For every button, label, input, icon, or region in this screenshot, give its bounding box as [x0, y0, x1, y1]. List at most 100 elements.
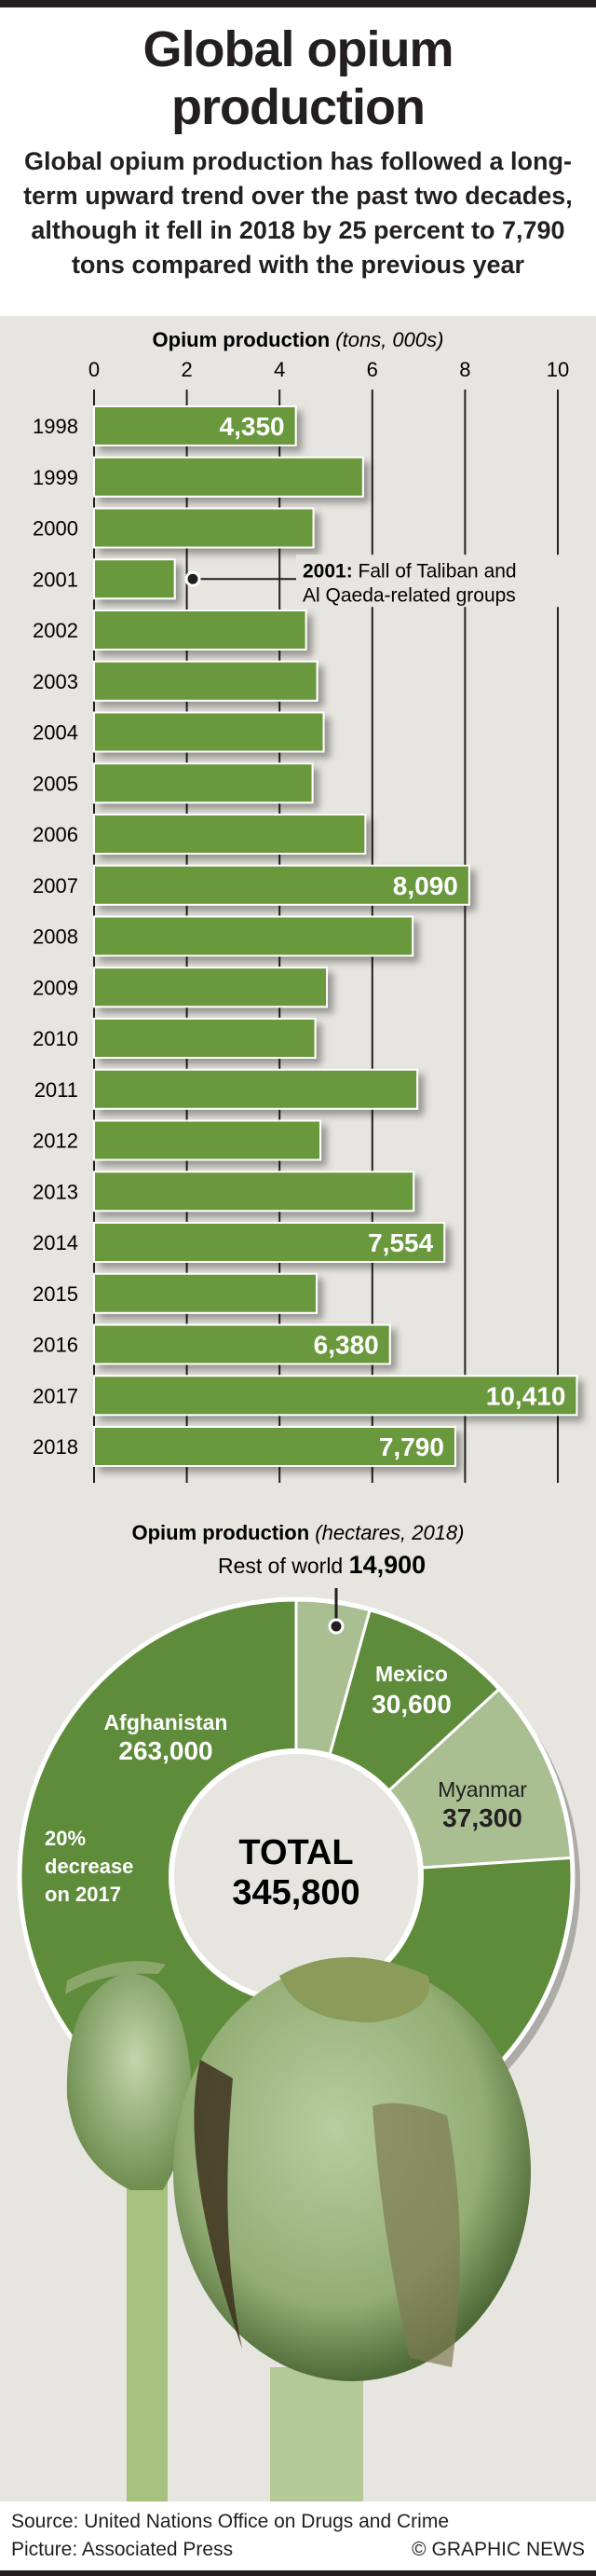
annotation-text: 2001: Fall of Taliban and: [303, 560, 517, 582]
y-tick-label: 2004: [33, 721, 78, 745]
donut-center-label: TOTAL: [238, 1833, 353, 1872]
x-tick-label: 0: [88, 358, 100, 381]
x-tick-label: 4: [274, 358, 285, 381]
bar-2000: [93, 507, 315, 549]
note-line: on 2017: [45, 1883, 121, 1906]
big-pod-stem: [270, 2367, 363, 2501]
poppy-pod-photo: [65, 1957, 531, 2501]
donut-title: Opium production (hectares, 2018): [132, 1521, 465, 1544]
bar-2004: [93, 711, 325, 753]
y-tick-label: 2003: [33, 670, 78, 693]
big-pod-crown: [279, 1957, 430, 2022]
bar-2013: [93, 1171, 415, 1213]
bar-2011: [93, 1068, 419, 1110]
y-tick-label: 2015: [33, 1282, 78, 1306]
bar-2018: [93, 1426, 456, 1467]
annotation-dot: [184, 570, 201, 587]
y-tick-label: 2017: [33, 1384, 78, 1407]
bar-2014: [93, 1222, 446, 1263]
y-tick-label: 2018: [33, 1435, 78, 1459]
annotation-line-1: Fall of Taliban and: [359, 560, 517, 582]
bar-2015: [93, 1272, 318, 1314]
opium-resin: [194, 2060, 242, 2349]
y-tick-label: 2000: [33, 517, 78, 541]
bar-1999: [93, 456, 364, 498]
y-tick-label: 2014: [33, 1231, 78, 1254]
picture-credit: Picture: Associated Press: [11, 2539, 234, 2560]
y-tick-label: 2013: [33, 1180, 78, 1203]
x-tick-label: 2: [181, 358, 192, 381]
bar-2006: [93, 814, 367, 855]
graphics-layer: Opium production (tons, 000s) 0 2 4 6 8 10 19…: [17, 328, 580, 2501]
slice-value-myanmar: 37,300: [442, 1803, 522, 1832]
y-tick-label: 2009: [33, 976, 78, 999]
x-tick-label: 10: [547, 358, 569, 381]
subtitle: Global opium production has followed a l…: [23, 147, 573, 279]
slice-value-afghanistan: 263,000: [118, 1736, 212, 1765]
slice-value-mexico: 30,600: [372, 1690, 452, 1719]
small-pod-stem: [127, 2172, 168, 2501]
x-tick-label: 8: [459, 358, 470, 381]
source-text: Source: United Nations Office on Drugs a…: [11, 2511, 449, 2532]
data-label-1998: 4,350: [220, 412, 285, 441]
incision-marks: [372, 2103, 460, 2367]
title-line-2: production: [171, 79, 426, 135]
bar-2007: [93, 864, 470, 906]
y-tick-label: 2016: [33, 1334, 78, 1357]
annotation-bg: [296, 555, 576, 608]
slice-label-afghanistan: Afghanistan: [104, 1710, 228, 1734]
bar-2001: [93, 558, 176, 600]
y-tick-label: 2007: [33, 874, 78, 897]
data-label-2017: 10,410: [486, 1381, 566, 1410]
data-label-2018: 7,790: [379, 1432, 444, 1461]
y-tick-label: 2006: [33, 823, 78, 846]
top-rule: [0, 0, 596, 7]
small-pod-crown: [65, 1961, 166, 1994]
note-line: 20%: [45, 1827, 86, 1850]
leader-dot: [328, 1618, 345, 1635]
slice-label-mexico: Mexico: [375, 1662, 448, 1686]
y-tick-label: 2012: [33, 1130, 78, 1153]
bottom-rule: [0, 2570, 596, 2576]
x-tick-label: 6: [367, 358, 378, 381]
page-title: Global opium production: [0, 21, 596, 136]
y-tick-label: 1999: [33, 466, 78, 489]
header: [0, 7, 596, 316]
y-tick-label: 2011: [34, 1078, 78, 1102]
x-axis-ticks: 0 2 4 6 8 10: [88, 358, 569, 381]
bars: 1998 4,350 1999 2000 2001 2002 2003 2004 2005 200…: [33, 405, 578, 1467]
bar-chart: Opium production (tons, 000s) 0 2 4 6 8 10 19…: [33, 328, 578, 1483]
bar-2012: [93, 1119, 322, 1161]
y-tick-label: 2002: [33, 619, 78, 642]
y-tick-label: 2010: [33, 1027, 78, 1050]
afghanistan-note: 20% decrease on 2017: [45, 1827, 133, 1906]
note-line: decrease: [45, 1855, 133, 1878]
bar-2005: [93, 762, 314, 804]
bar-2009: [93, 966, 328, 1008]
title-line-1: Global opium: [142, 21, 454, 77]
bar-chart-title: Opium production (tons, 000s): [153, 328, 444, 351]
annotation-line-2: Al Qaeda-related groups: [303, 584, 516, 606]
data-label-2016: 6,380: [314, 1331, 379, 1360]
y-tick-label: 1998: [33, 415, 78, 438]
donut-center-value: 345,800: [232, 1873, 359, 1912]
footer: Source: United Nations Office on Drugs a…: [0, 2501, 596, 2570]
bar-2008: [93, 915, 414, 957]
bar-2016: [93, 1323, 391, 1365]
bar-2017: [93, 1375, 578, 1417]
y-tick-label: 2008: [33, 925, 78, 949]
annotation-bold: 2001:: [303, 560, 359, 582]
y-tick-label: 2005: [33, 772, 78, 795]
slice-label-rest-of-world: Rest of world 14,900: [218, 1551, 426, 1579]
y-tick-label: 2001: [33, 568, 78, 591]
slice-label-myanmar: Myanmar: [438, 1777, 527, 1802]
data-label-2007: 8,090: [393, 871, 458, 900]
small-pod: [66, 1973, 191, 2190]
bar-2002: [93, 610, 307, 651]
copyright: © GRAPHIC NEWS: [412, 2539, 585, 2560]
bar-2010: [93, 1018, 317, 1059]
bar-1998: [93, 405, 297, 446]
bar-2003: [93, 660, 318, 702]
data-label-2014: 7,554: [368, 1228, 433, 1257]
